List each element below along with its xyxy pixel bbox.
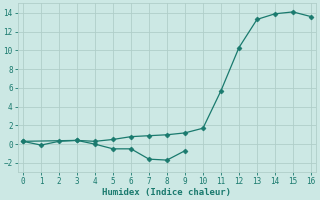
X-axis label: Humidex (Indice chaleur): Humidex (Indice chaleur)	[102, 188, 231, 197]
